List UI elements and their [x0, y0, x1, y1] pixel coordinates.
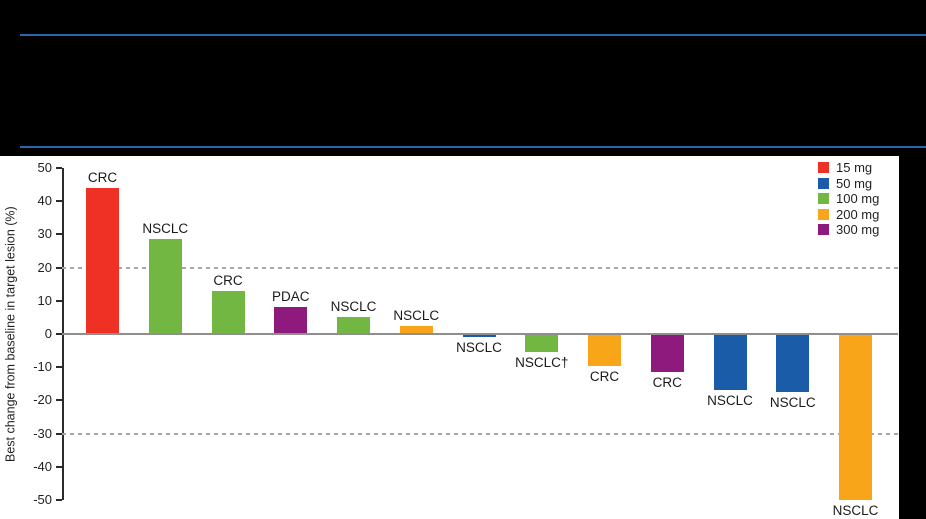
bar-label: CRC [213, 272, 243, 288]
y-tick-label: 40 [37, 193, 52, 209]
chart-panel: Best change from baseline in target lesi… [0, 156, 899, 519]
y-tick [56, 200, 62, 203]
reference-line-20 [62, 266, 898, 269]
header-rule-bottom [20, 146, 926, 148]
redacted-header [0, 0, 926, 156]
y-tick [56, 399, 62, 402]
bar-label: NSCLC [393, 307, 440, 323]
bar [148, 239, 182, 334]
bar [399, 325, 433, 334]
y-tick [56, 465, 62, 468]
y-tick [56, 366, 62, 369]
bar-label: NSCLC [832, 503, 879, 518]
bar-label: NSCLC [456, 340, 502, 356]
y-tick-label: 20 [37, 259, 52, 275]
legend-label: 15 mg [836, 160, 873, 176]
legend-label: 300 mg [836, 222, 880, 238]
y-tick [56, 233, 62, 236]
y-tick [56, 499, 62, 501]
legend-swatch-icon [818, 224, 829, 236]
bar-label: NSCLC† [515, 355, 569, 371]
bar [337, 317, 370, 334]
bar-label: CRC [589, 368, 620, 384]
legend-swatch-icon [818, 177, 829, 189]
bar-label: NSCLC [769, 395, 816, 411]
legend-item: 100 mg [818, 191, 879, 207]
bar-label: PDAC [271, 289, 310, 305]
legend-item: 300 mg [818, 222, 879, 238]
bar [839, 334, 872, 500]
legend-swatch-icon [818, 208, 829, 220]
y-tick [56, 266, 62, 269]
legend-label: 50 mg [836, 175, 873, 191]
bar [211, 290, 245, 334]
y-tick-label: 10 [37, 292, 52, 308]
legend: 15 mg 50 mg 100 mg 200 mg 300 mg [818, 160, 879, 238]
legend-swatch-icon [818, 193, 829, 205]
legend-swatch-icon [818, 162, 829, 174]
legend-label: 200 mg [836, 206, 880, 222]
bar [274, 307, 308, 334]
y-tick [56, 333, 62, 335]
y-tick [56, 299, 62, 302]
bar [776, 334, 810, 393]
bar-label: NSCLC [707, 393, 753, 409]
bar-label: NSCLC [142, 221, 189, 237]
bar-label: NSCLC [330, 299, 377, 315]
legend-item: 15 mg [818, 160, 879, 176]
bar [650, 334, 684, 373]
y-tick-label: -10 [33, 359, 52, 375]
y-tick-label: 0 [44, 326, 52, 341]
legend-item: 200 mg [818, 207, 879, 223]
y-tick-label: -40 [33, 458, 52, 474]
bar [86, 187, 119, 334]
legend-item: 50 mg [818, 176, 879, 192]
y-tick [56, 167, 62, 169]
y-tick-label: -20 [33, 392, 52, 408]
header-rule-top [20, 34, 926, 36]
bar [525, 334, 559, 353]
y-tick-label: 30 [37, 226, 52, 242]
y-tick [56, 432, 62, 435]
y-tick-label: -50 [33, 492, 52, 507]
bar [713, 334, 747, 391]
bar [588, 334, 621, 366]
bar-label: CRC [87, 169, 118, 185]
bar [462, 334, 496, 338]
y-tick-label: 50 [37, 160, 52, 175]
reference-line--30 [62, 432, 898, 435]
zero-line [62, 333, 898, 335]
y-tick-label: -30 [33, 425, 52, 441]
bar-label: CRC [652, 375, 682, 391]
legend-label: 100 mg [836, 191, 880, 207]
